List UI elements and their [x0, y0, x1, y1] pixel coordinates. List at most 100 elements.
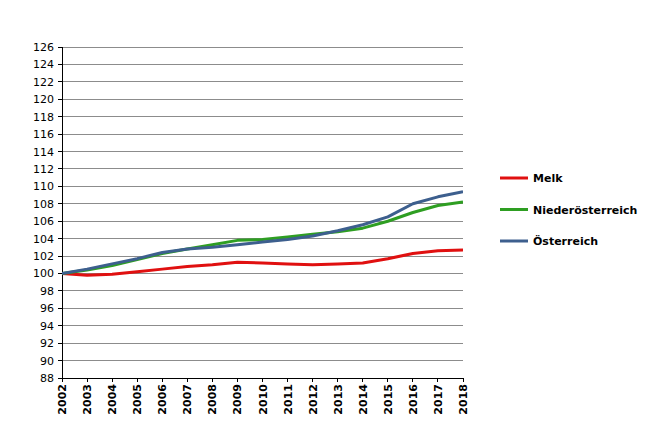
x-tick-label: 2008 — [206, 384, 219, 415]
y-tick-label: 124 — [33, 58, 54, 71]
grid-line — [62, 64, 463, 65]
y-tick — [58, 360, 62, 361]
plot-area — [62, 192, 463, 276]
legend-label: Niederösterreich — [533, 204, 637, 217]
y-tick — [58, 256, 62, 257]
series-line — [62, 192, 463, 274]
x-tick — [137, 378, 138, 382]
x-tick — [412, 378, 413, 382]
x-tick-label: 2002 — [56, 384, 69, 415]
x-tick — [437, 378, 438, 382]
x-tick — [187, 378, 188, 382]
x-tick-label: 2011 — [282, 384, 295, 415]
y-tick-label: 90 — [40, 355, 54, 368]
y-tick-label: 96 — [40, 302, 54, 315]
y-tick — [58, 81, 62, 82]
x-tick — [87, 378, 88, 382]
grid-line — [62, 81, 463, 82]
grid-line — [62, 47, 463, 48]
y-tick — [58, 343, 62, 344]
x-tick-label: 2012 — [307, 384, 320, 415]
legend-swatch — [500, 240, 528, 243]
legend-swatch — [500, 208, 528, 211]
y-tick-label: 122 — [33, 76, 54, 89]
y-tick-label: 88 — [40, 372, 54, 385]
y-tick — [58, 99, 62, 100]
x-tick — [463, 378, 464, 382]
y-tick — [58, 186, 62, 187]
y-tick-label: 98 — [40, 285, 54, 298]
x-tick-label: 2005 — [131, 384, 144, 415]
grid-line — [62, 116, 463, 117]
chart: 88 90 92 94 96 98 100 102 104 106 108 110 112 114 116 1… — [0, 0, 669, 432]
y-tick-label: 116 — [33, 128, 54, 141]
x-tick — [112, 378, 113, 382]
y-tick — [58, 168, 62, 169]
legend-label: Melk — [533, 172, 563, 185]
x-tick-label: 2009 — [231, 384, 244, 415]
y-tick-label: 118 — [33, 111, 54, 124]
y-tick-label: 104 — [33, 233, 54, 246]
x-tick-label: 2016 — [407, 384, 420, 415]
x-tick — [337, 378, 338, 382]
x-tick — [162, 378, 163, 382]
y-tick — [58, 47, 62, 48]
grid-line — [62, 290, 463, 291]
grid-line — [62, 186, 463, 187]
y-tick-label: 100 — [33, 267, 54, 280]
y-tick — [58, 221, 62, 222]
grid-line — [62, 325, 463, 326]
y-tick-label: 120 — [33, 93, 54, 106]
y-axis — [62, 47, 63, 378]
x-tick-label: 2017 — [432, 384, 445, 415]
x-tick-label: 2003 — [81, 384, 94, 415]
grid-line — [62, 151, 463, 152]
grid-line — [62, 221, 463, 222]
x-tick — [212, 378, 213, 382]
y-tick — [58, 325, 62, 326]
x-tick — [262, 378, 263, 382]
y-tick-label: 94 — [40, 320, 54, 333]
x-tick-label: 2010 — [257, 384, 270, 415]
grid-line — [62, 343, 463, 344]
y-tick-label: 102 — [33, 250, 54, 263]
x-tick — [237, 378, 238, 382]
y-tick — [58, 290, 62, 291]
grid-line — [62, 203, 463, 204]
x-tick-label: 2018 — [457, 384, 470, 415]
x-tick-label: 2015 — [382, 384, 395, 415]
y-tick-label: 114 — [33, 146, 54, 159]
grid-line — [62, 308, 463, 309]
y-tick-label: 92 — [40, 337, 54, 350]
y-tick — [58, 151, 62, 152]
x-tick — [312, 378, 313, 382]
y-tick-label: 110 — [33, 180, 54, 193]
x-tick — [62, 378, 63, 382]
x-tick-label: 2014 — [357, 384, 370, 415]
grid-line — [62, 360, 463, 361]
legend-swatch — [500, 177, 528, 180]
y-tick-label: 126 — [33, 41, 54, 54]
y-tick — [58, 273, 62, 274]
y-tick-label: 112 — [33, 163, 54, 176]
grid-line — [62, 99, 463, 100]
x-tick-label: 2013 — [332, 384, 345, 415]
x-tick — [387, 378, 388, 382]
x-tick — [362, 378, 363, 382]
grid-line — [62, 168, 463, 169]
x-tick — [287, 378, 288, 382]
x-tick-label: 2006 — [156, 384, 169, 415]
y-tick — [58, 116, 62, 117]
legend-label: Österreich — [533, 234, 598, 248]
x-tick-label: 2004 — [106, 384, 119, 415]
y-tick-label: 108 — [33, 198, 54, 211]
y-tick — [58, 378, 62, 379]
y-tick — [58, 64, 62, 65]
y-tick-label: 106 — [33, 215, 54, 228]
y-tick — [58, 308, 62, 309]
x-tick-label: 2007 — [181, 384, 194, 415]
y-tick — [58, 134, 62, 135]
y-tick — [58, 203, 62, 204]
y-tick — [58, 238, 62, 239]
grid-line — [62, 134, 463, 135]
